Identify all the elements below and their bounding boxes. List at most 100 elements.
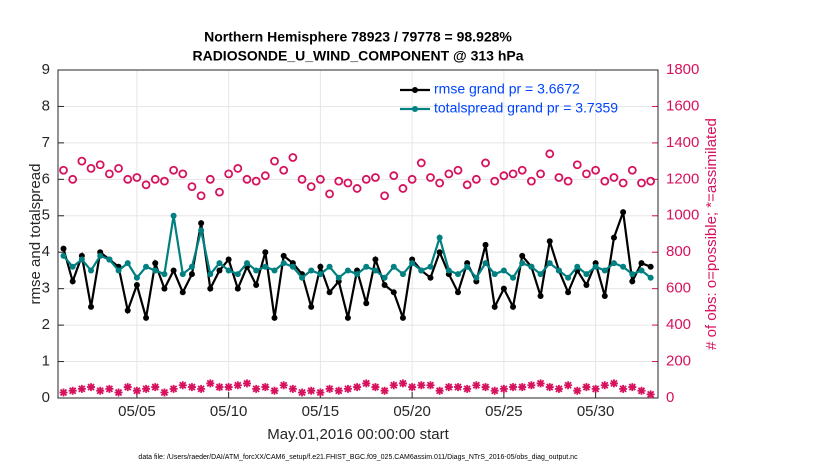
point	[207, 285, 214, 292]
obs-marker	[288, 384, 297, 393]
obs-marker	[233, 163, 243, 173]
obs-marker	[591, 165, 601, 175]
y2-tick-label: 1800	[666, 61, 699, 78]
point	[124, 260, 131, 267]
point	[308, 303, 315, 310]
obs-marker	[96, 386, 105, 395]
obs-marker	[628, 383, 637, 392]
obs-marker	[481, 158, 490, 168]
obs-marker	[114, 163, 123, 173]
point	[565, 289, 572, 296]
point	[161, 285, 168, 292]
point	[60, 245, 67, 252]
obs-marker	[132, 386, 141, 395]
point	[390, 263, 397, 270]
obs-marker	[224, 383, 233, 392]
point	[170, 267, 177, 274]
y-tick-label: 5	[42, 207, 50, 224]
point	[335, 274, 342, 281]
point	[188, 263, 195, 270]
obs-marker	[408, 383, 417, 392]
obs-marker	[417, 381, 426, 390]
point	[601, 267, 608, 274]
obs-marker	[627, 165, 637, 175]
point	[601, 292, 608, 299]
point	[390, 289, 397, 296]
point	[152, 267, 159, 274]
point	[152, 260, 159, 267]
point	[234, 285, 241, 292]
point	[88, 303, 95, 310]
obs-marker	[279, 165, 289, 175]
point	[97, 252, 104, 259]
obs-marker	[325, 384, 334, 393]
point	[262, 263, 269, 270]
obs-marker	[178, 381, 187, 390]
obs-marker	[398, 184, 408, 193]
point	[482, 260, 489, 267]
obs-marker	[315, 174, 325, 184]
obs-marker	[215, 383, 224, 392]
obs-marker	[270, 386, 279, 395]
obs-marker	[600, 381, 609, 390]
obs-marker	[389, 171, 399, 181]
point	[473, 274, 480, 281]
legend-marker	[412, 106, 418, 112]
point	[225, 256, 232, 263]
obs-marker	[435, 386, 444, 395]
point	[207, 271, 214, 278]
obs-marker	[490, 176, 500, 186]
point	[262, 249, 269, 256]
point	[308, 267, 315, 274]
point	[555, 267, 562, 274]
point	[344, 314, 351, 321]
obs-marker	[86, 163, 96, 173]
y2-tick-label: 400	[666, 316, 691, 333]
point	[574, 263, 581, 270]
obs-marker	[123, 174, 133, 184]
point	[583, 282, 590, 289]
point	[455, 289, 461, 296]
point	[299, 274, 306, 281]
point	[280, 260, 287, 267]
obs-marker	[508, 169, 518, 179]
point	[271, 267, 278, 274]
obs-marker	[334, 176, 344, 186]
point	[427, 274, 434, 281]
point	[537, 271, 544, 278]
point	[491, 303, 498, 310]
point	[537, 292, 544, 299]
x-tick-label: 05/30	[577, 403, 615, 420]
obs-marker	[197, 384, 206, 393]
point	[124, 307, 131, 314]
obs-marker	[251, 176, 261, 186]
x-axis-label: May.01,2016 00:00:00 start	[267, 426, 449, 443]
point	[427, 263, 434, 270]
obs-marker	[609, 379, 618, 388]
obs-marker	[416, 158, 426, 168]
point	[280, 252, 287, 259]
y-axis-label: rmse and totalspread	[27, 164, 44, 305]
point	[143, 314, 150, 321]
point	[60, 252, 67, 259]
obs-marker	[471, 174, 481, 184]
point	[354, 271, 361, 278]
obs-marker	[646, 176, 656, 186]
obs-marker	[462, 180, 472, 190]
obs-marker	[187, 182, 197, 192]
point	[161, 271, 168, 278]
obs-marker	[582, 383, 591, 392]
point	[519, 252, 526, 259]
plot-area	[58, 70, 658, 398]
point	[583, 271, 590, 278]
obs-marker	[316, 388, 325, 397]
obs-marker	[481, 383, 490, 392]
point	[546, 238, 553, 245]
obs-marker	[564, 381, 573, 390]
obs-marker	[123, 383, 132, 392]
obs-marker	[178, 169, 188, 179]
point	[198, 220, 205, 227]
point	[88, 267, 95, 274]
obs-marker	[527, 381, 536, 390]
